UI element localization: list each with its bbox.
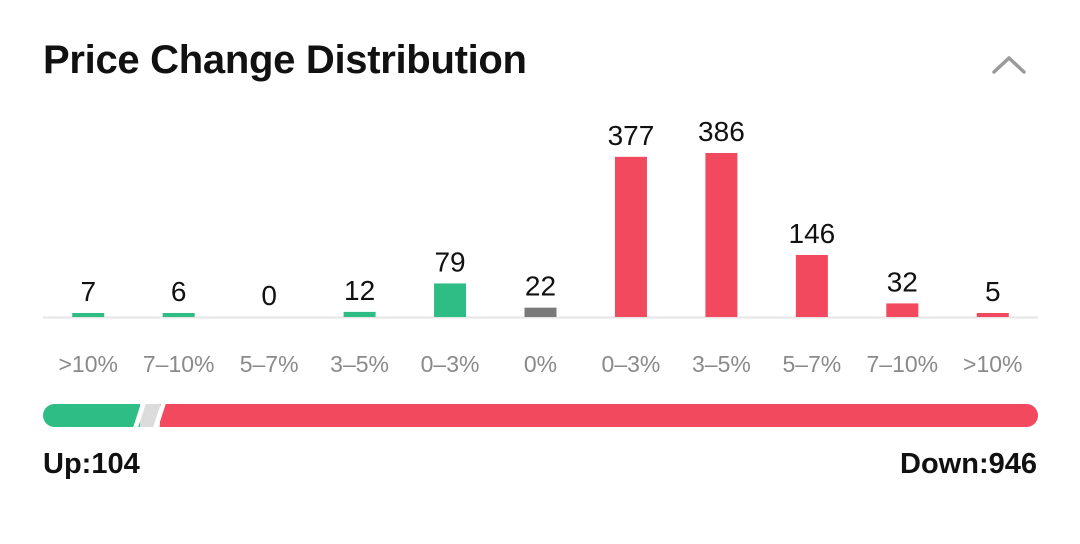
x-tick-label: 0–3%: [602, 351, 661, 377]
x-tick-label: 0%: [524, 351, 557, 377]
bar-down-8: [795, 254, 828, 317]
ratio-down-segment: [159, 404, 1038, 427]
bar-value-label: 22: [525, 271, 556, 302]
chevron-up-icon: [992, 56, 1026, 74]
bar-up-4: [434, 283, 467, 317]
page-title: Price Change Distribution: [43, 38, 527, 82]
bar-value-label: 6: [171, 276, 187, 307]
x-tick-label: 5–7%: [782, 351, 841, 377]
bar-value-label: 7: [80, 276, 96, 307]
bar-flat-5: [524, 307, 557, 317]
x-tick-label: >10%: [963, 351, 1022, 377]
bar-value-label: 0: [261, 280, 277, 311]
price-change-chart: 7 6 0 12 79 22 377 386 146 32 5 >10% 7–10% 5–7% 3–5% 0…: [43, 116, 1038, 377]
bar-value-label: 146: [789, 218, 836, 249]
bar-down-9: [886, 303, 919, 317]
x-tick-label: 3–5%: [692, 351, 751, 377]
bar-up-1: [162, 313, 195, 317]
x-tick-label: 5–7%: [240, 351, 299, 377]
bar-value-label: 32: [887, 266, 918, 297]
collapse-button[interactable]: [985, 44, 1033, 82]
bar-down-6: [614, 156, 647, 317]
x-tick-label: 3–5%: [330, 351, 389, 377]
bar-value-label: 386: [698, 116, 745, 147]
up-down-ratio-bar: [43, 402, 1038, 429]
down-count: Down:946: [900, 448, 1037, 480]
ratio-up-segment: [43, 404, 140, 427]
bar-value-label: 5: [985, 276, 1001, 307]
bar-down-7: [705, 153, 738, 317]
bar-value-label: 12: [344, 275, 375, 306]
bar-down-10: [976, 313, 1009, 317]
bar-up-0: [72, 313, 105, 317]
x-tick-label: 7–10%: [867, 351, 939, 377]
x-tick-label: >10%: [58, 351, 117, 377]
bar-up-3: [343, 311, 376, 317]
up-count: Up:104: [43, 448, 140, 480]
bar-value-label: 377: [608, 120, 655, 151]
x-tick-label: 0–3%: [421, 351, 480, 377]
x-tick-label: 7–10%: [143, 351, 215, 377]
bar-value-label: 79: [434, 246, 465, 277]
